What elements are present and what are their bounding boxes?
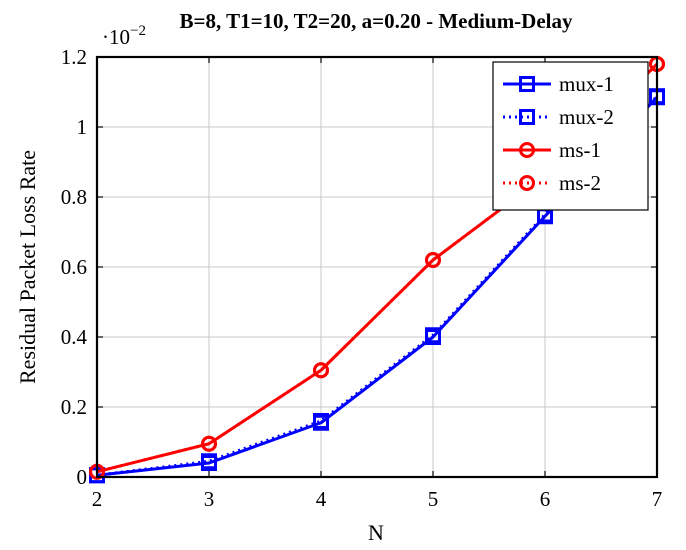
x-tick-label: 7	[652, 487, 663, 511]
series-line-ms-2	[96, 62, 659, 474]
legend-label: ms-2	[559, 171, 601, 195]
legend-entry-ms-1: ms-1	[503, 138, 601, 162]
y-tick-label: 0.6	[61, 255, 87, 279]
y-tick-label: 0.2	[61, 395, 87, 419]
y-axis-ticks: 0 0.2 0.4 0.6 0.8 1 1.2	[61, 45, 657, 489]
x-tick-label: 5	[428, 487, 439, 511]
x-tick-label: 3	[204, 487, 215, 511]
legend-label: mux-1	[559, 72, 614, 96]
data-point-ms-2	[313, 362, 329, 379]
y-scale-exponent: −2	[130, 23, 146, 39]
legend-box	[492, 61, 649, 211]
x-tick-label: 2	[92, 487, 103, 511]
y-tick-label: 1	[77, 115, 88, 139]
data-point-ms-2	[425, 252, 441, 268]
legend-marker	[519, 109, 535, 125]
data-point-mux-2	[313, 413, 329, 429]
chart-title: B=8, T1=10, T2=20, a=0.20 - Medium-Delay	[179, 9, 573, 33]
y-tick-label: 0.4	[61, 325, 88, 349]
y-tick-label: 0.8	[61, 185, 87, 209]
legend-marker	[519, 76, 535, 92]
data-point-mux-2	[425, 327, 441, 344]
data-point-ms-2	[201, 435, 217, 452]
legend-entry-mux-1: mux-1	[503, 72, 614, 96]
legend-entry-mux-2: mux-2	[503, 105, 614, 129]
x-tick-label: 4	[316, 487, 327, 511]
x-axis-label: N	[368, 520, 384, 545]
y-tick-label: 0	[77, 465, 88, 489]
legend-entry-ms-2: ms-2	[503, 171, 601, 195]
y-tick-label: 1.2	[61, 45, 87, 69]
legend: mux-1 mux-2 ms-1 ms-2	[492, 61, 649, 211]
legend-marker	[519, 142, 535, 158]
y-axis-label: Residual Packet Loss Rate	[15, 150, 40, 384]
legend-label: mux-2	[559, 105, 614, 129]
y-scale-base: ·10	[102, 25, 130, 49]
legend-label: ms-1	[559, 138, 601, 162]
y-scale-factor: ·10−2	[102, 23, 146, 49]
data-point-mux-2	[201, 453, 217, 470]
legend-marker	[519, 175, 535, 191]
x-tick-label: 6	[540, 487, 551, 511]
